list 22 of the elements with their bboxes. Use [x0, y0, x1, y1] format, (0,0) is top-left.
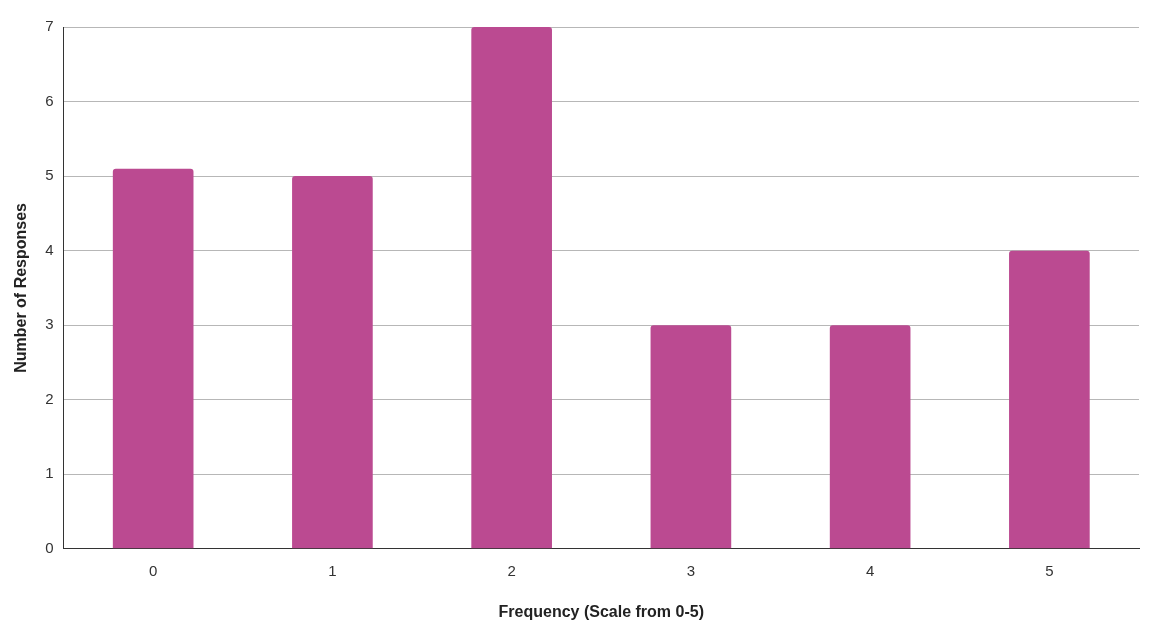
x-tick-label: 0: [148, 561, 158, 579]
x-tick-label: 2: [507, 561, 516, 579]
y-tick-label: 5: [45, 166, 54, 184]
x-tick-label: 1: [328, 561, 337, 579]
y-tick-label: 6: [45, 91, 54, 109]
y-tick-label: 2: [45, 389, 54, 407]
bar: [292, 176, 373, 549]
x-tick-label: 4: [865, 561, 875, 579]
y-axis-title: Number of Responses: [12, 202, 30, 373]
x-axis-title: Frequency (Scale from 0-5): [498, 602, 704, 620]
bar: [1009, 250, 1090, 549]
x-tick-label: 5: [1045, 561, 1054, 579]
y-tick-label: 4: [45, 240, 54, 258]
x-tick-label: 3: [686, 561, 696, 579]
bar: [829, 325, 911, 549]
y-tick-label: 3: [45, 315, 54, 333]
bar: [471, 27, 552, 549]
bar: [650, 325, 732, 549]
bar: [112, 168, 194, 549]
y-tick-label: 0: [45, 538, 54, 556]
y-tick-label: 7: [45, 17, 54, 35]
y-tick-label: 1: [45, 464, 54, 482]
